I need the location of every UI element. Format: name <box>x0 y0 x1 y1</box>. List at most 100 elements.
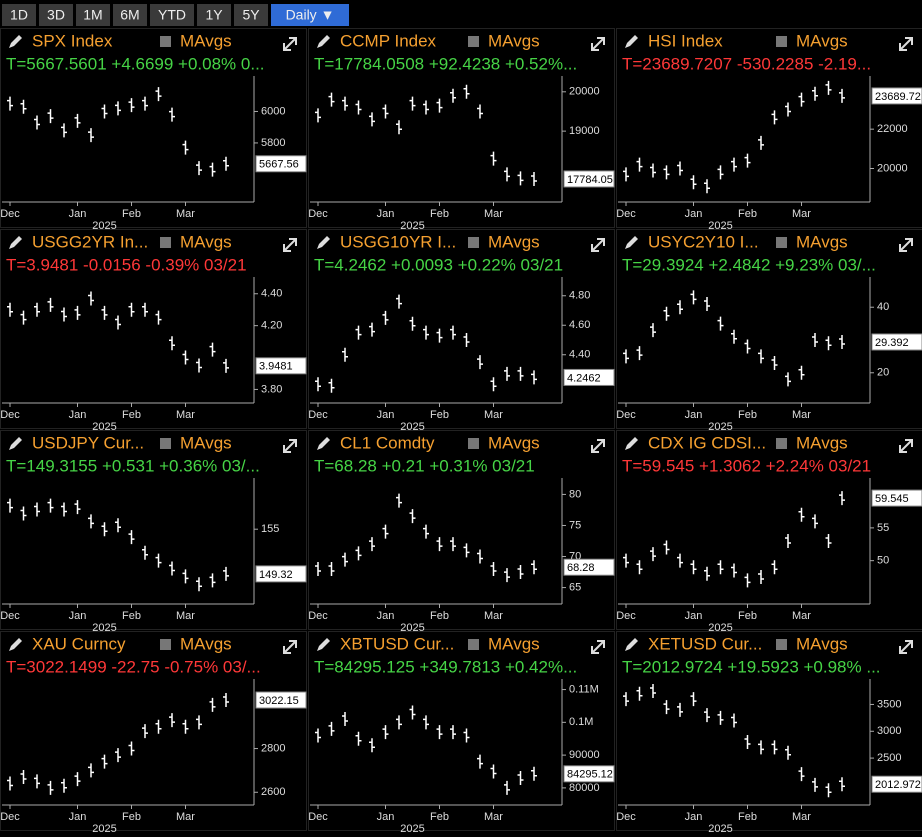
price-bar <box>355 100 362 115</box>
price-bar <box>517 565 524 580</box>
toolbar-button[interactable]: 1M <box>76 4 110 26</box>
price-bar <box>731 713 737 728</box>
button-bg[interactable] <box>271 4 349 26</box>
button-label[interactable]: 5Y <box>242 7 260 23</box>
year-label: 2025 <box>92 220 116 232</box>
button-bg[interactable] <box>76 4 110 26</box>
edit-icon[interactable] <box>625 35 638 48</box>
toolbar-button[interactable]: 1D <box>2 4 36 26</box>
mavgs-checkbox[interactable] <box>468 36 479 47</box>
edit-icon[interactable] <box>317 638 330 651</box>
expand-icon[interactable] <box>899 640 913 654</box>
price-bar <box>101 522 108 537</box>
mavgs-checkbox[interactable] <box>468 438 479 449</box>
edit-icon[interactable] <box>625 236 638 249</box>
price-bar <box>61 123 67 138</box>
button-bg[interactable] <box>150 4 194 26</box>
price-bar <box>7 776 13 791</box>
button-bg[interactable] <box>2 4 36 26</box>
mavgs-checkbox[interactable] <box>776 237 787 248</box>
year-label: 2025 <box>400 622 424 634</box>
mavgs-checkbox[interactable] <box>160 438 171 449</box>
expand-icon[interactable] <box>283 640 297 654</box>
toolbar-button[interactable]: Daily ▼ <box>271 4 349 26</box>
button-label[interactable]: 1D <box>10 7 28 23</box>
expand-icon[interactable] <box>591 439 605 453</box>
edit-icon[interactable] <box>317 437 330 450</box>
price-bar <box>731 563 737 578</box>
edit-icon[interactable] <box>9 437 22 450</box>
price-bar <box>47 297 54 312</box>
mavgs-checkbox[interactable] <box>160 36 171 47</box>
button-label[interactable]: 3D <box>47 7 65 23</box>
ticker-title: USGG2YR In... <box>32 232 148 251</box>
price-bar <box>396 715 402 730</box>
button-bg[interactable] <box>197 4 231 26</box>
last-price-label: 23689.72 <box>875 91 921 103</box>
expand-icon[interactable] <box>283 439 297 453</box>
mavgs-checkbox[interactable] <box>160 639 171 650</box>
expand-icon[interactable] <box>591 37 605 51</box>
price-bar <box>382 104 389 119</box>
price-bar <box>369 322 375 337</box>
toolbar-button[interactable]: 5Y <box>234 4 268 26</box>
y-tick-label: 3500 <box>877 698 901 710</box>
last-price-label: 84295.12 <box>567 769 613 781</box>
button-bg[interactable] <box>39 4 73 26</box>
toolbar-button[interactable]: 1Y <box>197 4 231 26</box>
edit-icon[interactable] <box>9 236 22 249</box>
price-bar <box>504 568 510 583</box>
edit-icon[interactable] <box>625 638 638 651</box>
edit-icon[interactable] <box>9 638 22 651</box>
price-bar <box>504 167 510 182</box>
button-bg[interactable] <box>234 4 268 26</box>
button-label[interactable]: YTD <box>158 7 186 23</box>
x-tick-label: Dec <box>616 610 636 622</box>
expand-icon[interactable] <box>591 640 605 654</box>
toolbar-button[interactable]: YTD <box>150 4 194 26</box>
expand-icon[interactable] <box>899 37 913 51</box>
toolbar-button[interactable]: 6M <box>113 4 147 26</box>
y-tick-label: 65 <box>569 581 581 593</box>
price-bar <box>328 92 335 107</box>
mavgs-checkbox[interactable] <box>468 639 479 650</box>
edit-icon[interactable] <box>317 236 330 249</box>
x-tick-label: Feb <box>430 208 449 220</box>
expand-icon[interactable] <box>899 439 913 453</box>
last-price-label: 5667.56 <box>259 159 299 171</box>
year-label: 2025 <box>400 220 424 232</box>
toolbar-button[interactable]: 3D <box>39 4 73 26</box>
expand-icon[interactable] <box>283 238 297 252</box>
last-price-box <box>871 333 922 351</box>
expand-icon[interactable] <box>591 238 605 252</box>
expand-icon[interactable] <box>899 238 913 252</box>
price-bar <box>677 300 683 315</box>
y-tick-label: 20000 <box>877 162 908 174</box>
mavgs-checkbox[interactable] <box>776 639 787 650</box>
last-price-label: 4.2462 <box>567 372 601 384</box>
price-bar <box>839 334 845 349</box>
year-label: 2025 <box>708 622 732 634</box>
mavgs-checkbox[interactable] <box>776 36 787 47</box>
button-label[interactable]: Daily ▼ <box>286 7 335 23</box>
button-bg[interactable] <box>113 4 147 26</box>
mavgs-checkbox[interactable] <box>468 237 479 248</box>
mavgs-checkbox[interactable] <box>160 237 171 248</box>
price-bar <box>209 342 216 357</box>
price-bar <box>155 553 162 568</box>
edit-icon[interactable] <box>317 35 330 48</box>
button-label[interactable]: 6M <box>120 7 139 23</box>
ticker-title: XBTUSD Cur... <box>340 634 454 653</box>
button-label[interactable]: 1M <box>83 7 102 23</box>
x-tick-label: Mar <box>484 208 503 220</box>
price-bar <box>825 534 832 548</box>
expand-icon[interactable] <box>283 37 297 51</box>
year-label: 2025 <box>92 622 116 634</box>
price-bar <box>328 378 335 393</box>
year-label: 2025 <box>92 823 116 835</box>
y-tick-label: 20 <box>877 367 889 379</box>
mavgs-checkbox[interactable] <box>776 438 787 449</box>
button-label[interactable]: 1Y <box>205 7 223 23</box>
edit-icon[interactable] <box>625 437 638 450</box>
edit-icon[interactable] <box>9 35 22 48</box>
